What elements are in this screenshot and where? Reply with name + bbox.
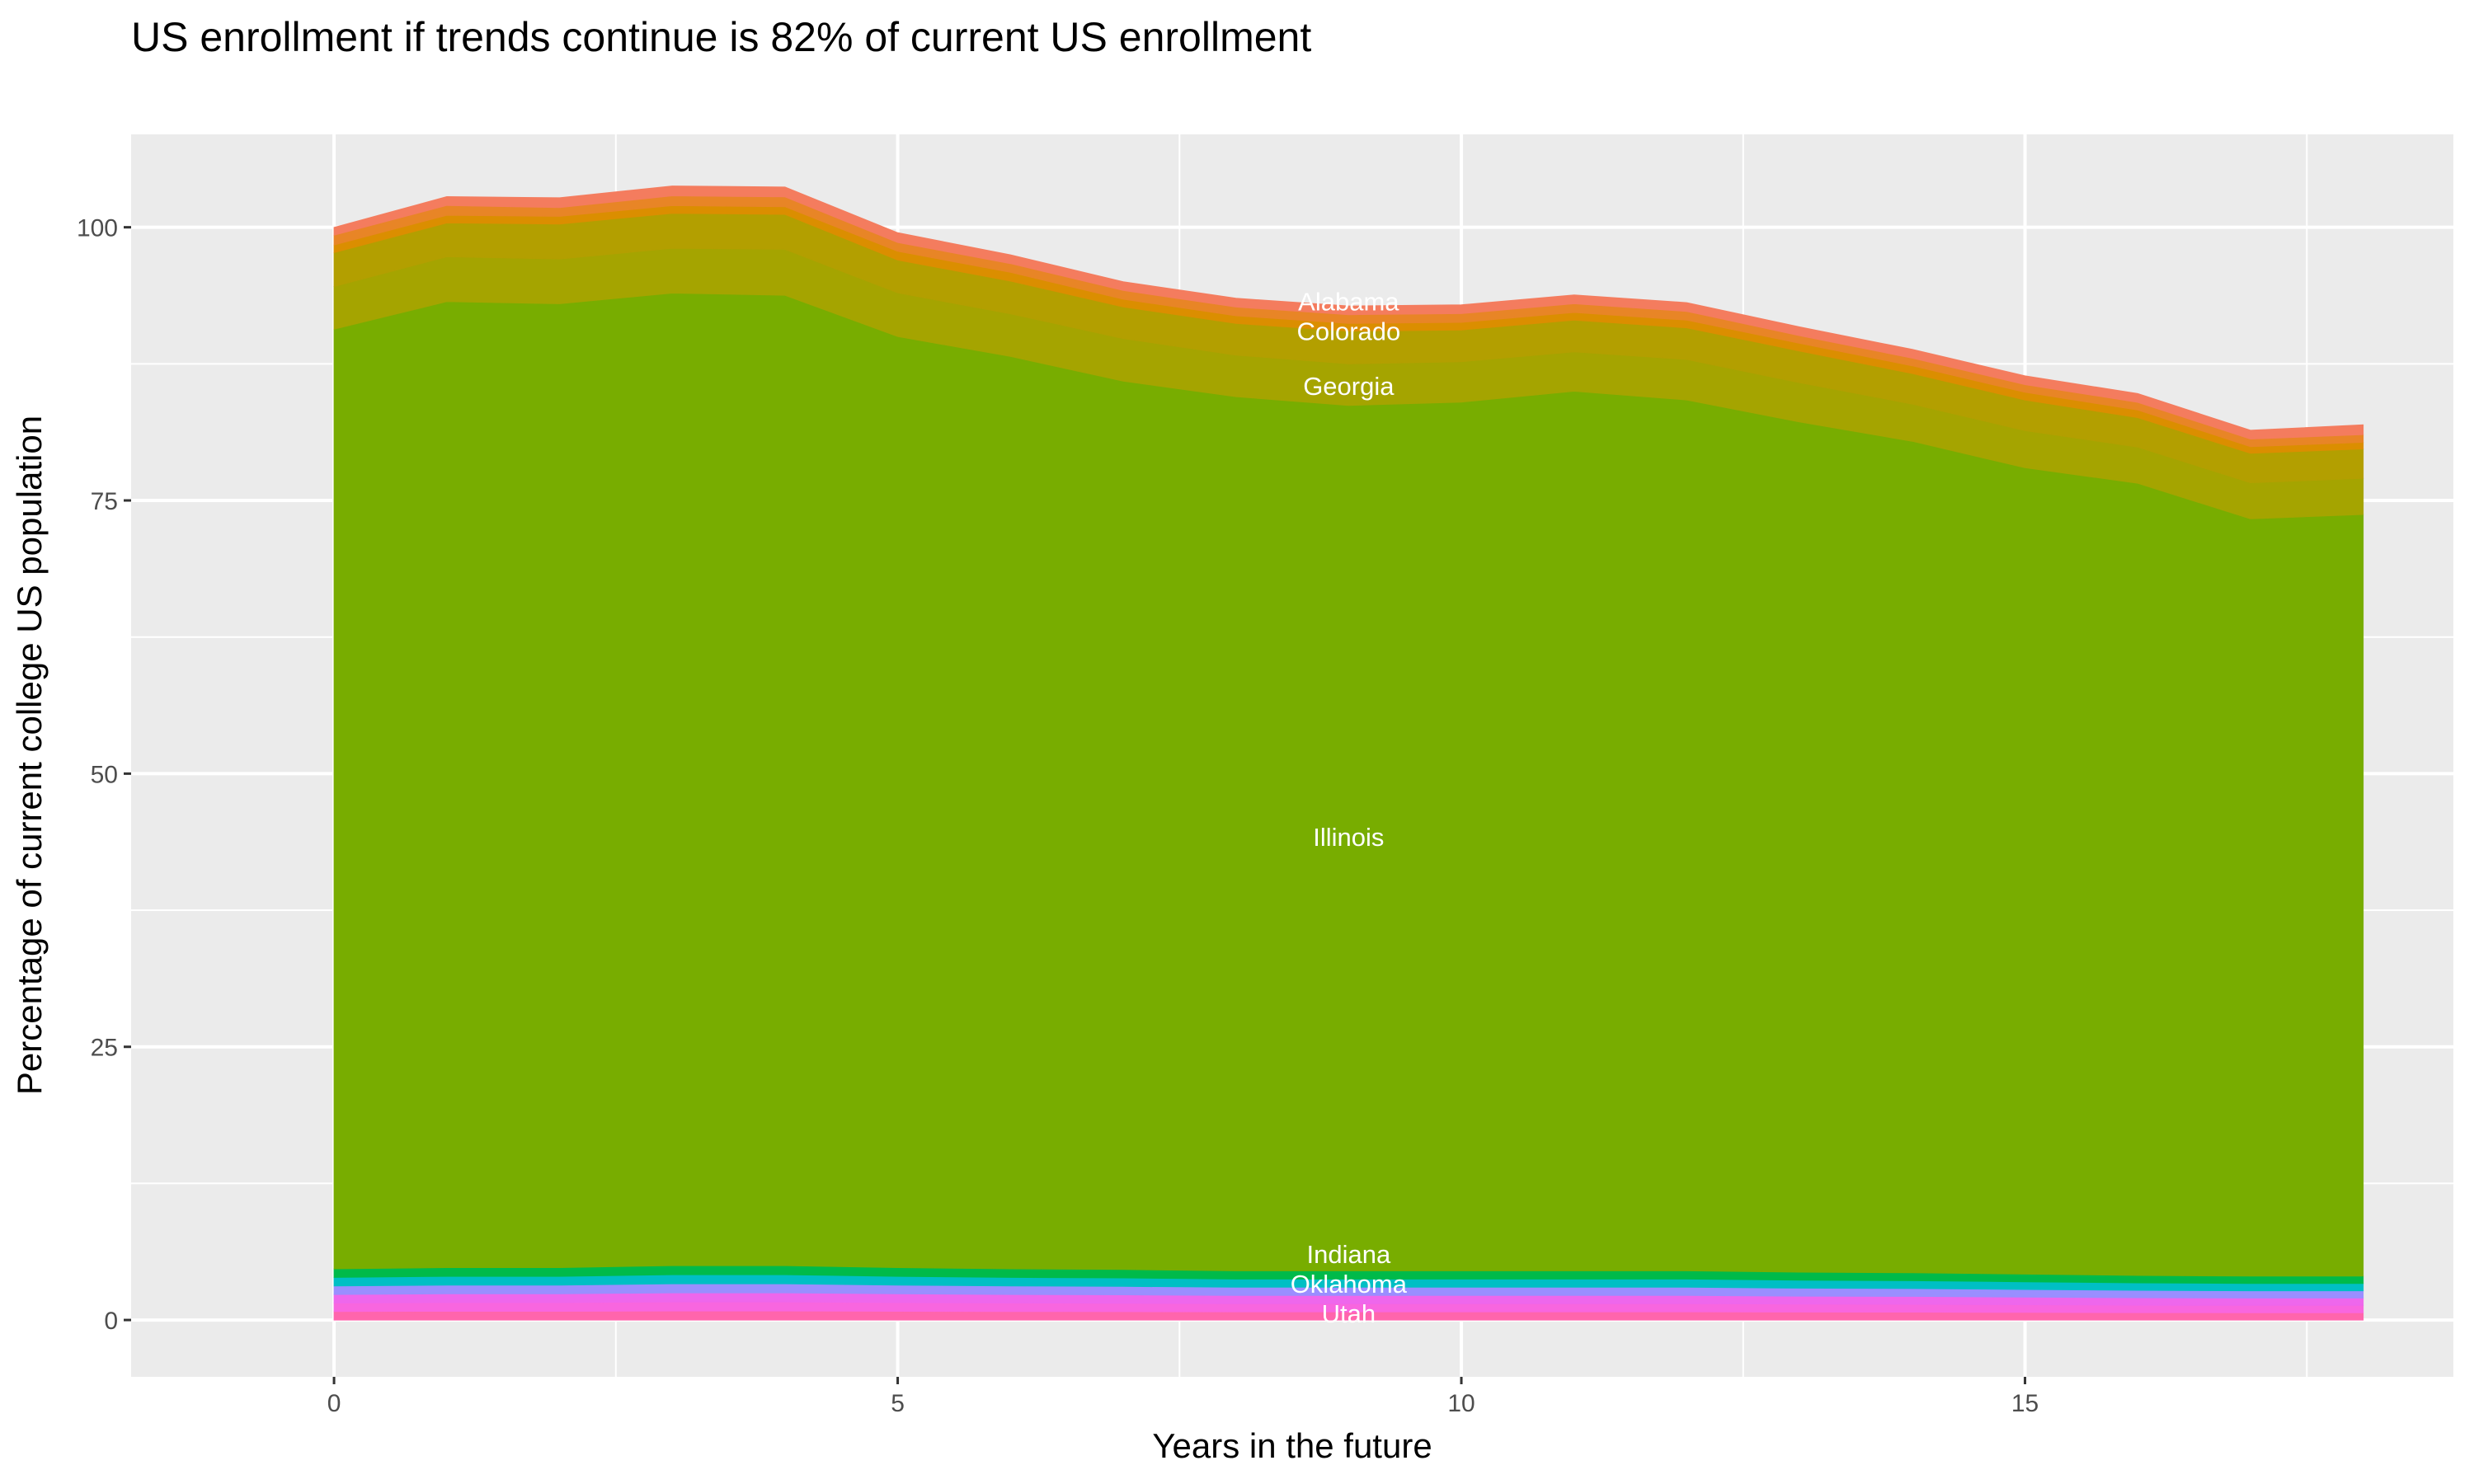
y-tick-label: 0: [104, 1308, 118, 1335]
y-tick-label: 50: [91, 761, 118, 788]
y-tick-label: 25: [91, 1035, 118, 1062]
y-tick-label: 75: [91, 488, 118, 515]
y-axis-title: Percentage of current college US populat…: [10, 416, 49, 1095]
label-utah: Utah: [1322, 1299, 1376, 1328]
x-axis-title: Years in the future: [1152, 1426, 1432, 1465]
y-axis-ticks: 0 25 50 75 100: [77, 215, 131, 1335]
label-oklahoma: Oklahoma: [1291, 1270, 1408, 1298]
x-tick-label: 15: [2011, 1390, 2039, 1417]
x-tick-label: 10: [1447, 1390, 1475, 1417]
x-tick-label: 5: [891, 1390, 905, 1417]
label-illinois: Illinois: [1313, 823, 1384, 852]
label-alabama: Alabama: [1298, 288, 1399, 317]
chart-title: US enrollment if trends continue is 82% …: [131, 14, 1311, 60]
area-alabama: [333, 186, 2364, 440]
label-indiana: Indiana: [1306, 1240, 1390, 1269]
label-georgia: Georgia: [1303, 372, 1395, 401]
y-tick-label: 100: [77, 215, 118, 242]
x-axis-ticks: 0 5 10 15: [327, 1377, 2039, 1417]
x-tick-label: 0: [327, 1390, 341, 1417]
label-colorado: Colorado: [1296, 317, 1400, 346]
area-layers: [333, 186, 2364, 1321]
